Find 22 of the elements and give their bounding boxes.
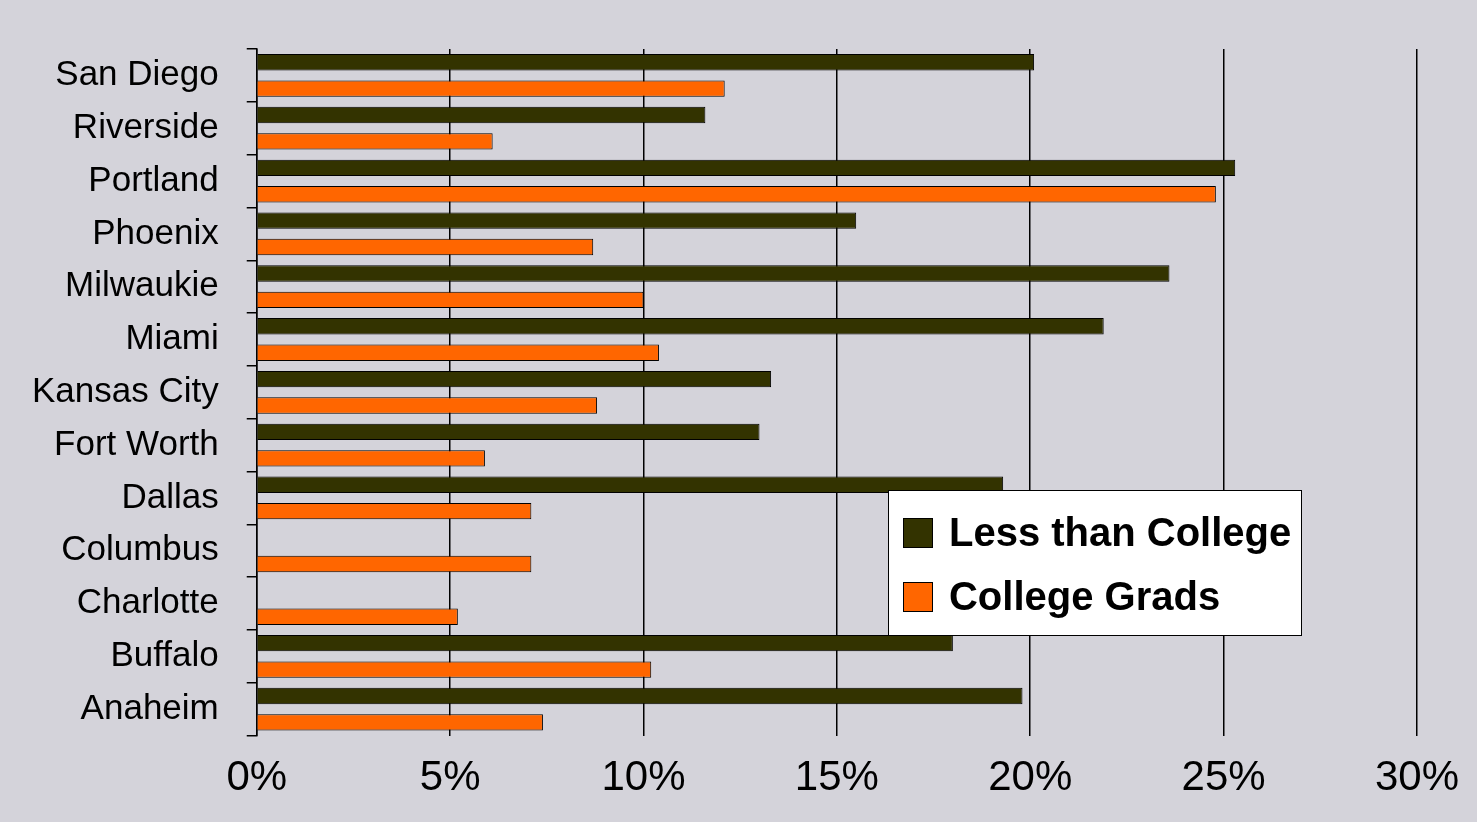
- y-tick-label: Miami: [125, 317, 219, 357]
- y-tick-label: Fort Worth: [54, 422, 219, 462]
- x-tick-label: 25%: [1181, 752, 1266, 800]
- y-tick-label: Anaheim: [80, 686, 219, 726]
- y-tick-label: Riverside: [72, 105, 219, 145]
- y-tick-label: Columbus: [61, 528, 219, 568]
- y-tick-label: Charlotte: [76, 581, 219, 621]
- x-tick-label: 15%: [794, 752, 879, 800]
- y-tick-label: Milwaukie: [65, 264, 219, 304]
- x-tick-label: 20%: [988, 752, 1073, 800]
- y-tick-label: Kansas City: [31, 369, 220, 409]
- y-tick-label: Dallas: [121, 475, 219, 515]
- y-tick-label: Buffalo: [110, 634, 219, 674]
- x-tick-label: 30%: [1374, 752, 1459, 800]
- x-tick-label: 0%: [226, 752, 288, 800]
- x-tick-label: 10%: [601, 752, 686, 800]
- y-tick-label: Phoenix: [92, 211, 220, 251]
- legend-label: College Grads: [948, 574, 1221, 620]
- y-tick-label: Portland: [88, 158, 219, 198]
- y-tick-label: San Diego: [55, 53, 219, 93]
- legend-label: Less than College: [948, 510, 1292, 556]
- x-tick-label: 5%: [419, 752, 481, 800]
